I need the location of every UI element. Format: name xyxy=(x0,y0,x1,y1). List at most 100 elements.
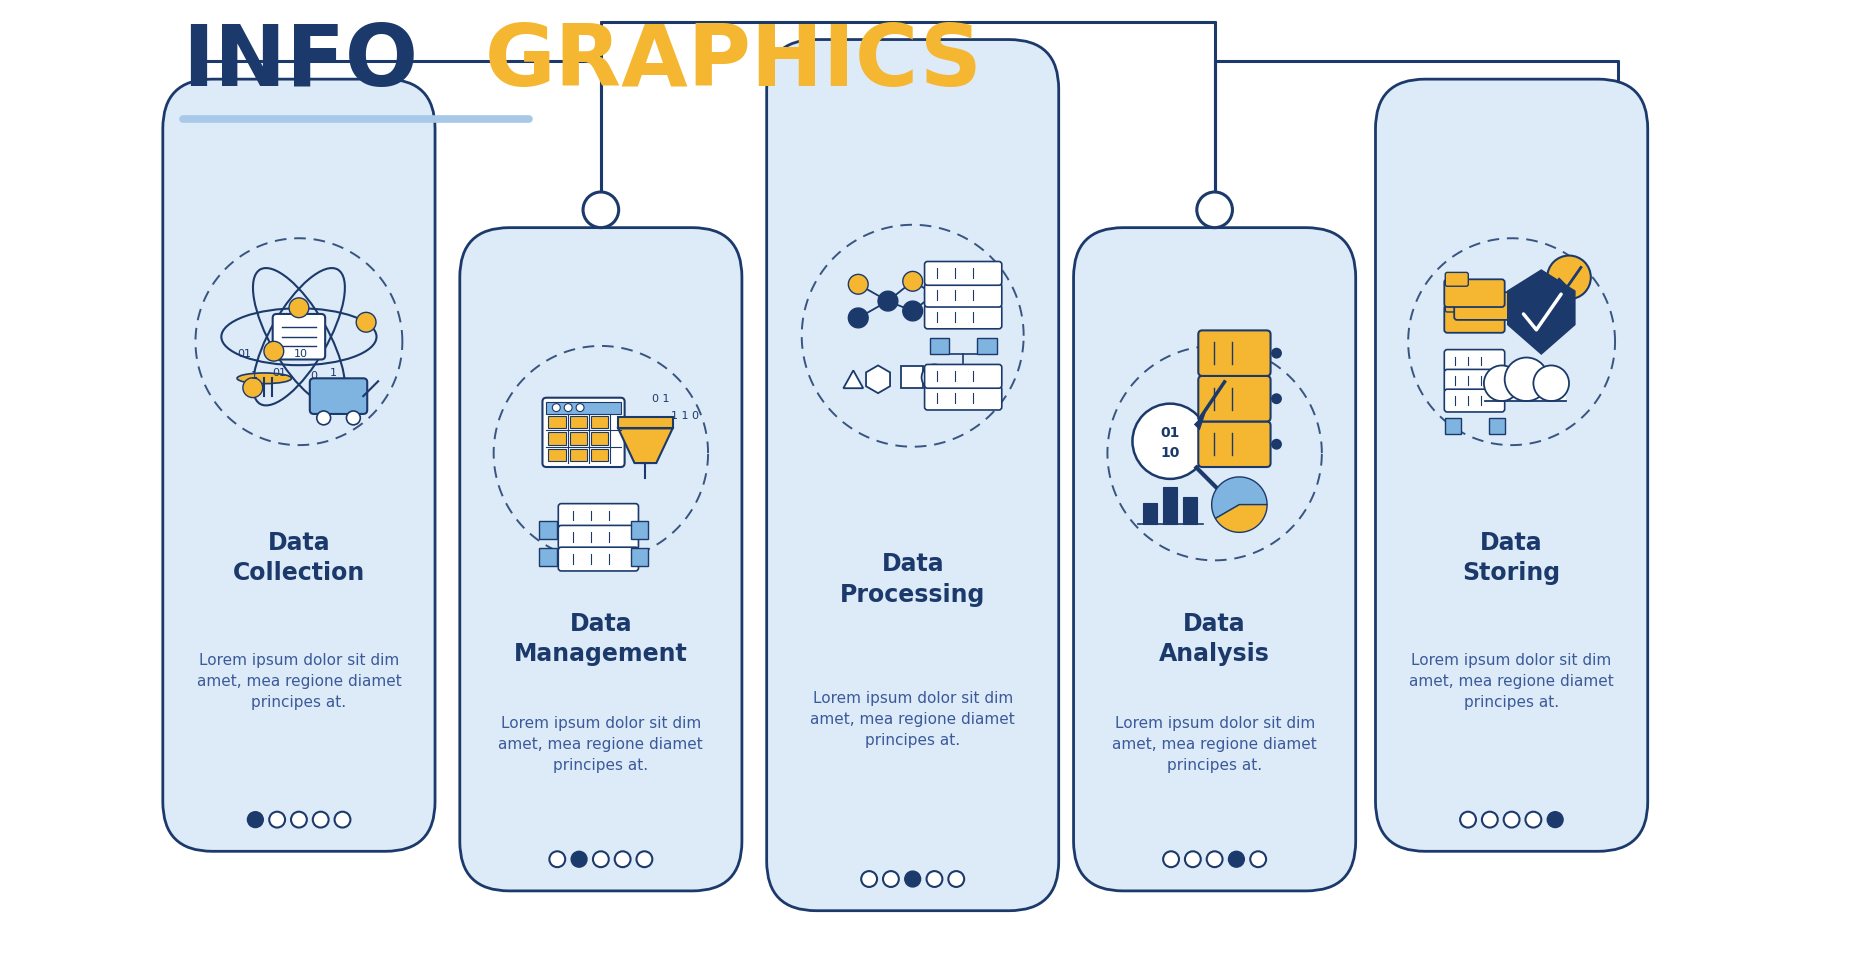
Bar xyxy=(570,432,587,445)
Text: 10: 10 xyxy=(294,349,307,359)
FancyBboxPatch shape xyxy=(1375,79,1647,852)
Polygon shape xyxy=(1194,413,1205,430)
Circle shape xyxy=(550,852,564,867)
Circle shape xyxy=(948,871,965,887)
Bar xyxy=(540,521,557,539)
Text: 0 1: 0 1 xyxy=(652,394,669,404)
Polygon shape xyxy=(619,428,673,463)
Bar xyxy=(548,449,566,461)
FancyBboxPatch shape xyxy=(1198,330,1271,376)
Text: 01: 01 xyxy=(272,368,287,378)
Text: 01: 01 xyxy=(237,349,252,359)
FancyBboxPatch shape xyxy=(1444,305,1505,333)
Circle shape xyxy=(848,308,868,328)
Bar xyxy=(930,338,950,354)
Bar xyxy=(1163,487,1177,524)
Circle shape xyxy=(1133,404,1207,479)
Circle shape xyxy=(1163,852,1179,867)
FancyBboxPatch shape xyxy=(924,283,1002,307)
Circle shape xyxy=(583,192,619,227)
FancyBboxPatch shape xyxy=(542,398,624,467)
Circle shape xyxy=(356,313,376,332)
Circle shape xyxy=(313,811,328,827)
Circle shape xyxy=(861,871,877,887)
Bar xyxy=(591,449,607,461)
Bar xyxy=(591,416,607,428)
Bar xyxy=(1485,383,1567,401)
Bar xyxy=(902,367,922,388)
Circle shape xyxy=(1207,852,1222,867)
Text: 1 1 0: 1 1 0 xyxy=(671,411,699,420)
FancyBboxPatch shape xyxy=(272,314,326,360)
Polygon shape xyxy=(866,366,891,393)
Text: 10: 10 xyxy=(1161,446,1179,461)
FancyBboxPatch shape xyxy=(162,79,436,852)
Polygon shape xyxy=(1215,505,1267,532)
Bar xyxy=(1144,503,1157,524)
FancyBboxPatch shape xyxy=(1446,298,1468,312)
Circle shape xyxy=(248,811,263,827)
Circle shape xyxy=(291,811,307,827)
FancyBboxPatch shape xyxy=(1073,227,1356,891)
Bar xyxy=(591,432,607,445)
Circle shape xyxy=(926,871,943,887)
Circle shape xyxy=(922,365,948,390)
Circle shape xyxy=(905,871,920,887)
Text: Data
Storing: Data Storing xyxy=(1462,530,1561,585)
Circle shape xyxy=(1228,852,1244,867)
Circle shape xyxy=(1250,852,1267,867)
Circle shape xyxy=(1503,811,1520,827)
Text: INFO: INFO xyxy=(183,21,419,104)
Circle shape xyxy=(1271,348,1282,359)
Circle shape xyxy=(924,284,945,304)
Circle shape xyxy=(1548,256,1591,299)
FancyBboxPatch shape xyxy=(1198,421,1271,467)
Text: 0: 0 xyxy=(311,371,317,381)
Bar xyxy=(1446,417,1461,434)
Text: Data
Processing: Data Processing xyxy=(840,553,986,607)
Circle shape xyxy=(637,852,652,867)
Circle shape xyxy=(317,411,330,425)
Circle shape xyxy=(551,404,561,412)
Bar xyxy=(1183,497,1196,524)
Circle shape xyxy=(1505,358,1548,401)
Polygon shape xyxy=(952,370,972,388)
Bar xyxy=(540,548,557,566)
Circle shape xyxy=(904,301,922,320)
FancyBboxPatch shape xyxy=(924,305,1002,329)
FancyBboxPatch shape xyxy=(559,525,639,549)
Polygon shape xyxy=(1211,477,1267,518)
Circle shape xyxy=(564,404,572,412)
Circle shape xyxy=(270,811,285,827)
FancyBboxPatch shape xyxy=(924,386,1002,410)
FancyBboxPatch shape xyxy=(1444,389,1505,412)
Bar xyxy=(976,338,997,354)
FancyBboxPatch shape xyxy=(1444,350,1505,372)
FancyBboxPatch shape xyxy=(1444,279,1505,307)
Circle shape xyxy=(848,274,868,294)
Circle shape xyxy=(1548,811,1563,827)
Circle shape xyxy=(904,271,922,291)
Ellipse shape xyxy=(237,373,291,383)
Circle shape xyxy=(289,298,309,318)
Text: 1: 1 xyxy=(330,368,337,378)
Circle shape xyxy=(592,852,609,867)
Circle shape xyxy=(1271,439,1282,450)
Circle shape xyxy=(576,404,583,412)
Circle shape xyxy=(1185,852,1202,867)
Circle shape xyxy=(877,291,898,311)
Text: Data
Collection: Data Collection xyxy=(233,530,365,585)
Bar xyxy=(1489,417,1505,434)
Text: Data
Analysis: Data Analysis xyxy=(1159,612,1271,666)
FancyBboxPatch shape xyxy=(924,365,1002,388)
FancyBboxPatch shape xyxy=(1455,292,1515,319)
Circle shape xyxy=(1533,366,1569,401)
Bar xyxy=(546,402,620,414)
Bar xyxy=(619,416,673,428)
Circle shape xyxy=(1526,811,1541,827)
FancyBboxPatch shape xyxy=(559,547,639,571)
FancyBboxPatch shape xyxy=(1446,272,1468,286)
FancyBboxPatch shape xyxy=(1444,369,1505,392)
Bar xyxy=(570,449,587,461)
Bar xyxy=(570,416,587,428)
